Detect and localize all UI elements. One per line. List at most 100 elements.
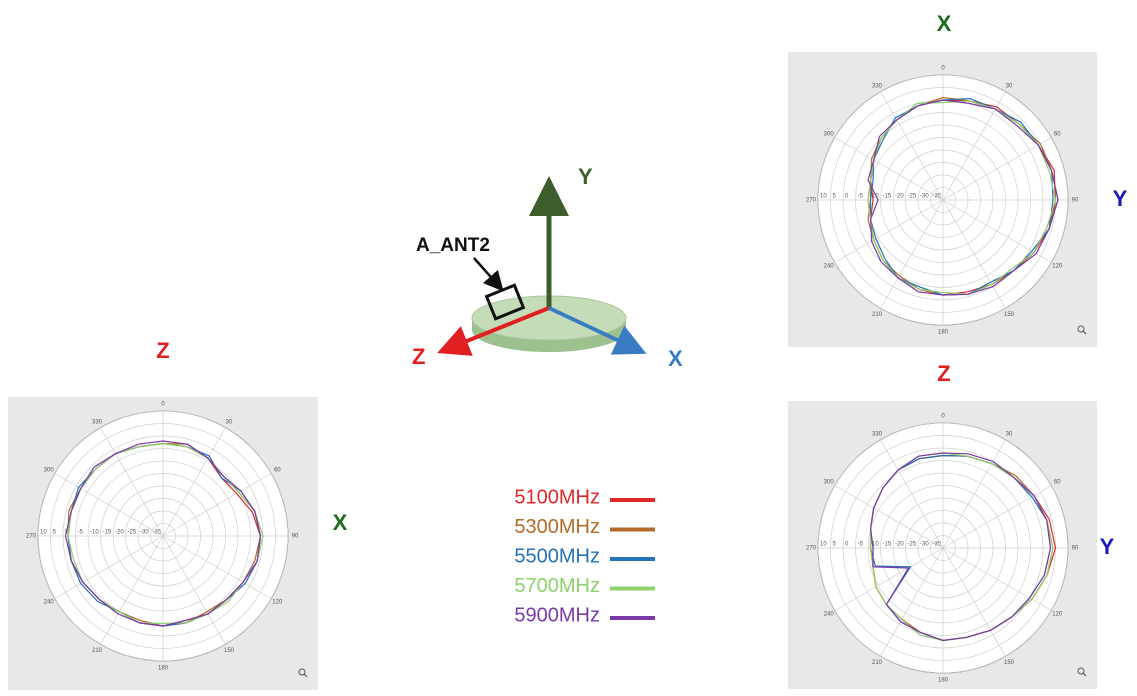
r-tick-label: 0 xyxy=(65,530,69,536)
theta-tick-label: 0 xyxy=(941,66,945,72)
r-tick-label: -20 xyxy=(895,194,904,200)
r-tick-label: 5 xyxy=(53,530,57,536)
x-axis-label: X xyxy=(668,346,683,371)
theta-tick-label: 120 xyxy=(1052,264,1063,270)
theta-tick-label: 330 xyxy=(92,419,103,425)
x-arrow xyxy=(548,306,647,355)
antenna-pointer xyxy=(473,257,504,292)
theta-tick-label: 60 xyxy=(1054,480,1061,486)
polar-chart: 1050-5-10-15-20-25-30-350306090120150180… xyxy=(788,361,1115,689)
theta-tick-label: 120 xyxy=(272,600,283,606)
theta-tick-label: 30 xyxy=(226,419,233,425)
legend-label: 5100MHz xyxy=(514,486,600,508)
theta-tick-label: 60 xyxy=(1054,132,1061,138)
chart-title: Z xyxy=(937,361,950,386)
theta-tick-label: 240 xyxy=(824,612,835,618)
axis-diagram: Y Z X A_ANT2 xyxy=(412,164,683,371)
theta-tick-label: 270 xyxy=(806,198,817,204)
grid-spoke xyxy=(834,485,944,549)
zoom-icon xyxy=(298,668,306,676)
grid-spoke xyxy=(54,473,164,537)
theta-tick-label: 210 xyxy=(92,648,103,654)
grid-spoke xyxy=(880,91,944,201)
theta-tick-label: 330 xyxy=(872,431,883,437)
series-line xyxy=(867,99,1059,296)
r-tick-label: -25 xyxy=(128,530,137,536)
grid-spoke xyxy=(162,473,272,537)
zoom-icon xyxy=(1077,667,1085,675)
theta-tick-label: 270 xyxy=(26,534,37,540)
theta-tick-label: 330 xyxy=(872,83,883,89)
zoom-icon-handle xyxy=(1082,330,1087,335)
legend-label: 5500MHz xyxy=(514,545,600,567)
theta-tick-label: 180 xyxy=(938,330,949,336)
r-tick-label: 0 xyxy=(845,542,849,548)
z-arrow xyxy=(437,306,550,356)
r-tick-label: -15 xyxy=(103,530,112,536)
polar-chart: 1050-5-10-15-20-25-30-350306090120150180… xyxy=(788,11,1128,347)
zoom-icon-handle xyxy=(1082,672,1087,677)
legend-label: 5900MHz xyxy=(514,604,600,626)
y-axis-label: Y xyxy=(578,164,593,189)
chart-title: X xyxy=(937,11,952,36)
theta-tick-label: 150 xyxy=(1004,312,1015,318)
r-tick-label: -30 xyxy=(920,194,929,200)
side-label: Y xyxy=(1113,186,1128,211)
r-tick-label: -15 xyxy=(883,194,892,200)
legend-label: 5700MHz xyxy=(514,575,600,597)
theta-tick-label: 210 xyxy=(872,660,883,666)
grid-spoke xyxy=(834,137,944,201)
r-tick-label: -15 xyxy=(883,542,892,548)
r-tick-label: 5 xyxy=(833,542,837,548)
chart-title: Z xyxy=(156,338,169,363)
theta-tick-label: 270 xyxy=(806,546,817,552)
zoom-icon-handle xyxy=(303,673,308,678)
grid-spoke xyxy=(880,439,944,549)
legend-label: 5300MHz xyxy=(514,516,600,538)
theta-tick-label: 180 xyxy=(158,666,169,672)
r-tick-label: -10 xyxy=(870,194,879,200)
theta-tick-label: 150 xyxy=(1004,660,1015,666)
theta-tick-label: 300 xyxy=(824,132,835,138)
r-tick-label: -25 xyxy=(908,194,917,200)
theta-tick-label: 90 xyxy=(1072,546,1079,552)
side-label: X xyxy=(333,510,348,535)
theta-tick-label: 240 xyxy=(824,264,835,270)
grid-spoke xyxy=(942,547,1006,657)
grid-spoke xyxy=(100,427,164,537)
z-axis-label: Z xyxy=(412,344,425,369)
theta-tick-label: 300 xyxy=(824,480,835,486)
side-label: Y xyxy=(1100,534,1115,559)
theta-tick-label: 0 xyxy=(161,402,165,408)
theta-tick-label: 240 xyxy=(44,600,55,606)
theta-tick-label: 60 xyxy=(274,468,281,474)
theta-tick-label: 30 xyxy=(1006,83,1013,89)
grid-spoke xyxy=(942,547,1052,611)
grid-spoke xyxy=(834,547,944,611)
legend: 5100MHz 5300MHz 5500MHz 5700MHz 5900MHz xyxy=(514,486,655,626)
series-line xyxy=(64,440,262,627)
theta-tick-label: 90 xyxy=(1072,198,1079,204)
grid-spoke xyxy=(942,199,1052,263)
r-tick-label: -5 xyxy=(78,530,84,536)
theta-tick-label: 180 xyxy=(938,678,949,684)
r-tick-label: -10 xyxy=(870,542,879,548)
r-tick-label: -25 xyxy=(908,542,917,548)
grid-spoke xyxy=(942,137,1052,201)
grid-spoke xyxy=(834,199,944,263)
theta-tick-label: 300 xyxy=(44,468,55,474)
grid-spoke xyxy=(100,535,164,645)
r-tick-label: -30 xyxy=(140,530,149,536)
grid-spoke xyxy=(162,427,226,537)
theta-tick-label: 90 xyxy=(292,534,299,540)
r-tick-label: -10 xyxy=(90,530,99,536)
grid-spoke xyxy=(162,535,272,599)
zoom-icon xyxy=(1077,325,1085,333)
r-tick-label: -5 xyxy=(858,542,864,548)
grid-spoke xyxy=(942,199,1006,309)
grid-spoke xyxy=(880,199,944,309)
r-tick-label: 10 xyxy=(40,530,47,536)
r-tick-label: -20 xyxy=(115,530,124,536)
theta-tick-label: 210 xyxy=(872,312,883,318)
